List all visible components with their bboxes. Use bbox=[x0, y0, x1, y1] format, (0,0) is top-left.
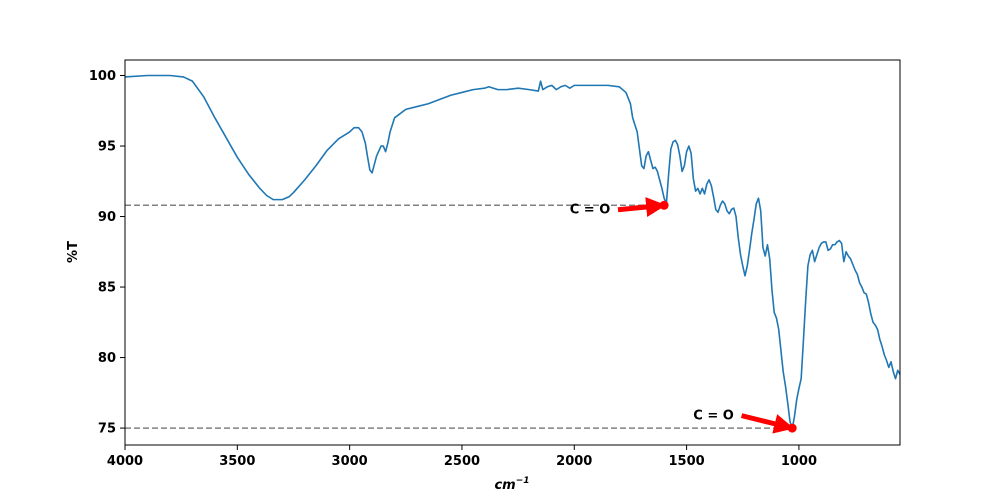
x-tick-label: 1500 bbox=[669, 454, 705, 469]
plot-frame bbox=[124, 59, 901, 446]
x-axis-ticks: 4000 3500 3000 2500 2000 1500 1000 bbox=[107, 445, 817, 469]
y-axis-ticks: 75 80 85 90 95 100 bbox=[89, 69, 125, 437]
y-tick-label: 90 bbox=[98, 210, 116, 225]
spectrum-line-1 bbox=[124, 74, 901, 431]
annotation-arrow-2 bbox=[740, 413, 795, 434]
x-tick-label: 4000 bbox=[107, 454, 143, 469]
x-tick-label: 2000 bbox=[556, 454, 592, 469]
x-axis-label: cm−1 bbox=[494, 476, 529, 493]
y-tick-label: 95 bbox=[98, 140, 116, 155]
annotation-point-1 bbox=[659, 200, 669, 210]
series-layer bbox=[124, 74, 901, 431]
x-tick-label: 3000 bbox=[332, 454, 368, 469]
annotation-label-1: C = O bbox=[570, 203, 611, 218]
y-tick-label: 75 bbox=[98, 422, 116, 437]
y-tick-label: 85 bbox=[98, 281, 116, 296]
annotation-layer: C = O C = O bbox=[570, 197, 797, 434]
y-tick-label: 80 bbox=[98, 351, 116, 366]
plot-area bbox=[125, 60, 900, 445]
x-tick-label: 3500 bbox=[219, 454, 255, 469]
reference-lines bbox=[125, 204, 793, 429]
y-tick-label: 100 bbox=[89, 69, 116, 84]
x-tick-label: 1000 bbox=[781, 454, 817, 469]
annotation-point-2 bbox=[787, 423, 797, 433]
annotation-arrow-1 bbox=[617, 197, 667, 217]
y-axis-label: %T bbox=[66, 241, 81, 263]
x-axis-label-base: cm bbox=[494, 478, 515, 493]
x-axis-label-exponent: −1 bbox=[516, 476, 530, 486]
annotation-label-2: C = O bbox=[693, 409, 734, 424]
x-tick-label: 2500 bbox=[444, 454, 480, 469]
